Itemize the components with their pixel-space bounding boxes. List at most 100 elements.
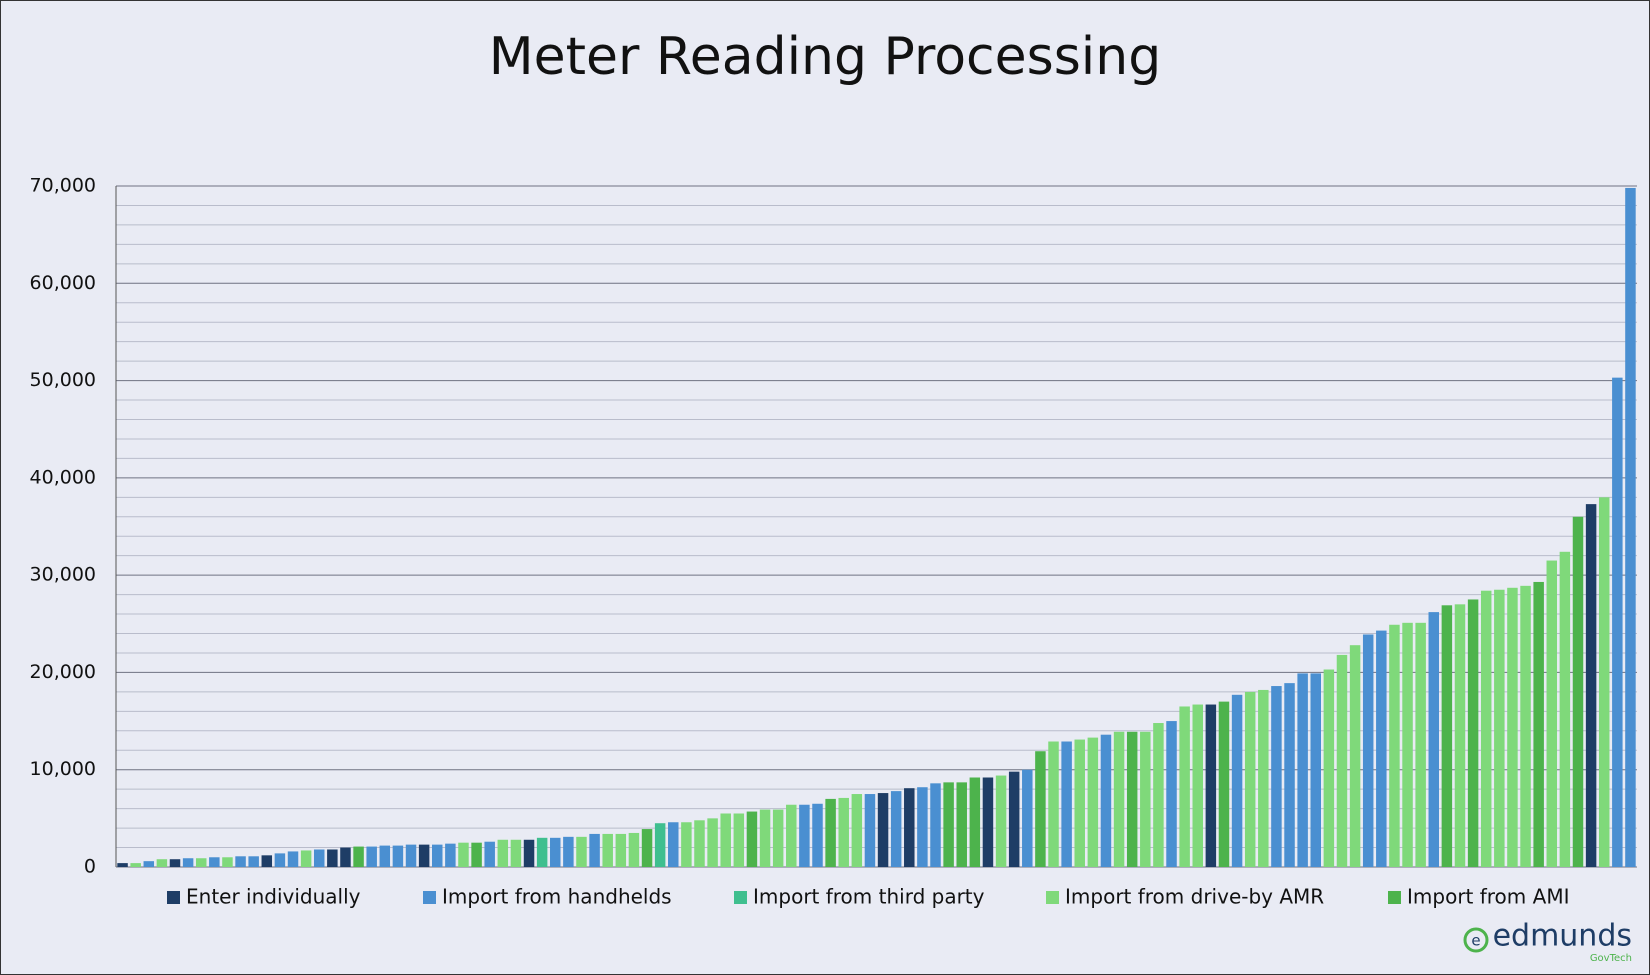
bar	[1035, 751, 1046, 867]
bar	[510, 839, 522, 867]
bar	[917, 787, 928, 867]
logo-tagline: GovTech	[1590, 953, 1632, 964]
bar	[1061, 741, 1072, 867]
bar	[969, 777, 981, 867]
y-tick-label: 0	[84, 856, 96, 878]
bar	[1166, 721, 1177, 867]
bar	[1022, 769, 1033, 867]
legend-swatch	[1046, 891, 1059, 904]
y-tick-label: 30,000	[30, 564, 96, 586]
bar	[930, 783, 941, 867]
bar	[602, 833, 613, 867]
bar	[786, 804, 797, 867]
bar	[143, 861, 155, 867]
bar	[1520, 585, 1531, 867]
legend-swatch	[1388, 891, 1401, 904]
bar	[471, 842, 482, 867]
bar	[864, 794, 876, 867]
chart-title: Meter Reading Processing	[489, 27, 1161, 87]
y-tick-label: 60,000	[30, 272, 96, 294]
bar	[812, 803, 823, 867]
bar	[379, 845, 391, 867]
bar	[445, 843, 456, 867]
bar	[261, 855, 273, 867]
bar	[681, 822, 692, 867]
bar	[1585, 504, 1597, 867]
bar	[1087, 737, 1099, 867]
bar	[1297, 673, 1308, 867]
logo: e edmunds GovTech	[1463, 919, 1632, 964]
bar	[563, 836, 574, 867]
bar	[1546, 560, 1558, 867]
bar	[1441, 605, 1453, 867]
bar	[668, 822, 679, 867]
bar	[1113, 731, 1125, 867]
bar	[1179, 706, 1190, 867]
bar	[366, 846, 377, 867]
bar	[182, 858, 194, 867]
bar	[1218, 701, 1230, 867]
bar	[1192, 704, 1203, 867]
bar	[1140, 731, 1151, 867]
bar	[1244, 691, 1256, 867]
logo-icon	[1463, 927, 1489, 953]
bar	[1507, 587, 1518, 867]
y-tick-label: 10,000	[30, 758, 96, 780]
bar	[1494, 589, 1505, 867]
bar	[851, 794, 863, 867]
bar	[1402, 622, 1413, 867]
legend-swatch	[423, 891, 436, 904]
legend-swatch	[734, 891, 747, 904]
bar	[707, 818, 718, 867]
bar	[956, 782, 967, 867]
bar	[274, 853, 286, 867]
bar	[169, 859, 181, 867]
bar	[340, 847, 351, 867]
bar	[1389, 624, 1400, 867]
bar	[772, 809, 784, 867]
bar	[1533, 581, 1544, 867]
bar	[1126, 731, 1138, 867]
bar	[1480, 590, 1492, 867]
bar	[733, 813, 745, 867]
bar	[353, 846, 364, 867]
bar	[1074, 739, 1085, 867]
bar	[300, 850, 312, 867]
bar	[654, 823, 666, 867]
logo-name: edmunds	[1493, 919, 1632, 954]
bar	[1284, 683, 1295, 867]
bar	[1323, 669, 1335, 867]
bar	[327, 849, 338, 867]
bar	[1048, 741, 1059, 867]
y-tick-label: 40,000	[30, 466, 96, 488]
bar	[432, 844, 443, 867]
bar	[1153, 723, 1164, 867]
bar	[130, 863, 141, 867]
bar	[418, 844, 430, 867]
bar	[1454, 604, 1466, 867]
bar	[1008, 771, 1020, 867]
legend-label: Import from third party	[753, 885, 985, 909]
bar	[1598, 497, 1610, 867]
bar	[1612, 377, 1623, 867]
bar	[694, 820, 705, 867]
bar	[720, 813, 731, 867]
bar	[156, 859, 168, 867]
bar	[209, 857, 220, 867]
bar	[392, 845, 404, 867]
bar	[799, 804, 810, 867]
bar	[589, 833, 600, 867]
bar	[1376, 630, 1387, 867]
bar	[1336, 654, 1348, 867]
bar	[825, 798, 836, 867]
bar	[1428, 612, 1440, 867]
bar	[904, 788, 915, 867]
bar	[890, 791, 902, 867]
bar	[550, 837, 561, 867]
bar	[877, 793, 889, 867]
bar	[222, 857, 233, 867]
legend-label: Enter individually	[186, 885, 361, 909]
